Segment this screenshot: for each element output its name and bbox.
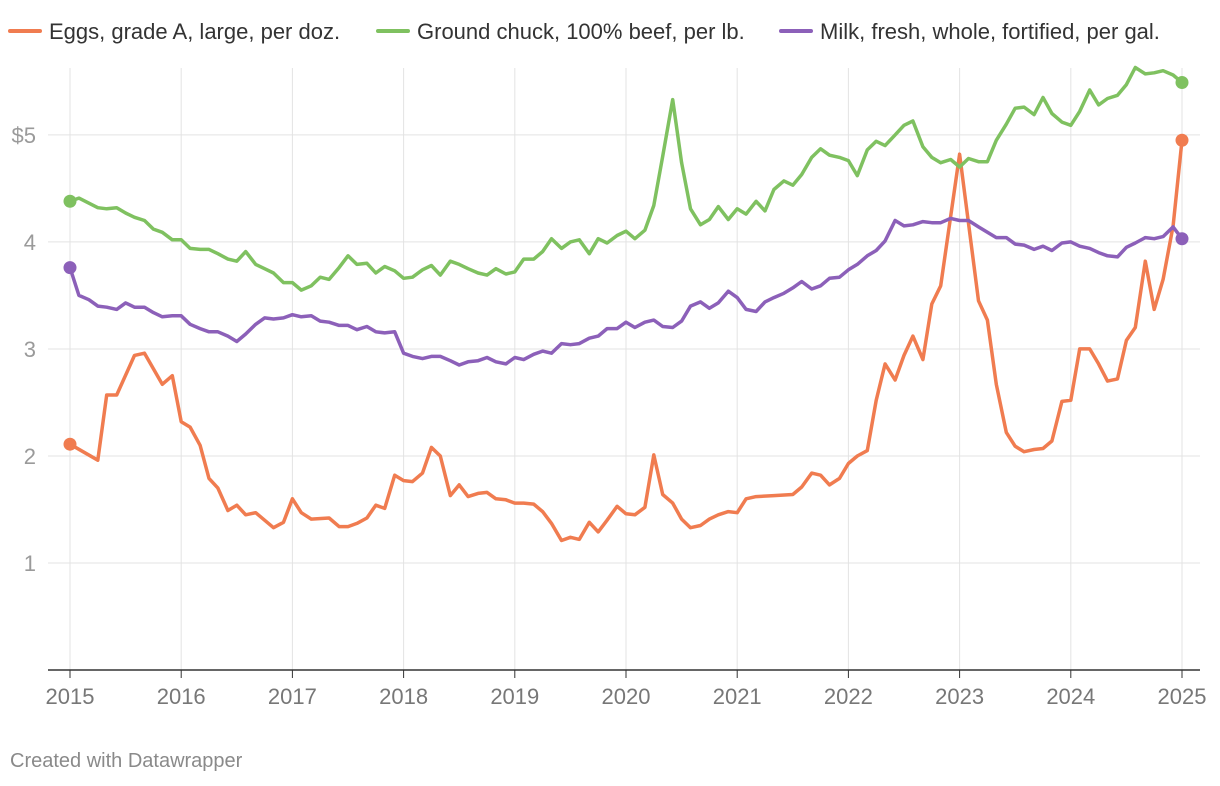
- x-tick-label-2017: 2017: [268, 684, 317, 709]
- credit-footer: Created with Datawrapper: [10, 750, 243, 772]
- legend-label-ground-chuck: Ground chuck, 100% beef, per lb.: [417, 19, 745, 44]
- series-line-milk: [68, 216, 1184, 367]
- legend-label-milk: Milk, fresh, whole, fortified, per gal.: [820, 19, 1160, 44]
- series-start-point-milk: [63, 261, 77, 275]
- x-axis: 2015 2016 2017 2018 2019 2020 2021 2022 2023 2024…: [46, 669, 1207, 709]
- x-tick-label-2022: 2022: [824, 684, 873, 709]
- y-axis: 1 2 3 4 $5: [12, 123, 36, 576]
- y-tick-label-5: $5: [12, 123, 36, 148]
- x-tick-label-2024: 2024: [1046, 684, 1095, 709]
- grid-lines: [48, 68, 1200, 670]
- x-tick-label-2020: 2020: [602, 684, 651, 709]
- legend: Eggs, grade A, large, per doz. Ground chu…: [8, 19, 1160, 44]
- series-start-point-ground-chuck: [63, 194, 77, 208]
- y-tick-label-1: 1: [24, 551, 36, 576]
- x-tick-label-2018: 2018: [379, 684, 428, 709]
- y-tick-label-3: 3: [24, 337, 36, 362]
- x-tick-label-2025: 2025: [1158, 684, 1207, 709]
- x-tick-label-2015: 2015: [46, 684, 95, 709]
- x-tick-label-2023: 2023: [935, 684, 984, 709]
- legend-label-eggs: Eggs, grade A, large, per doz.: [49, 19, 340, 44]
- series-line-eggs: [68, 138, 1184, 543]
- series-end-point-milk: [1175, 232, 1189, 246]
- series-start-point-eggs: [63, 437, 77, 451]
- x-tick-label-2019: 2019: [490, 684, 539, 709]
- x-tick-label-2016: 2016: [157, 684, 206, 709]
- y-tick-label-4: 4: [24, 230, 36, 255]
- y-tick-label-2: 2: [24, 444, 36, 469]
- series-end-point-eggs: [1175, 133, 1189, 147]
- x-tick-label-2021: 2021: [713, 684, 762, 709]
- series-line-ground-chuck: [68, 65, 1184, 292]
- series-end-point-ground-chuck: [1175, 75, 1189, 89]
- series-layer: [63, 65, 1189, 543]
